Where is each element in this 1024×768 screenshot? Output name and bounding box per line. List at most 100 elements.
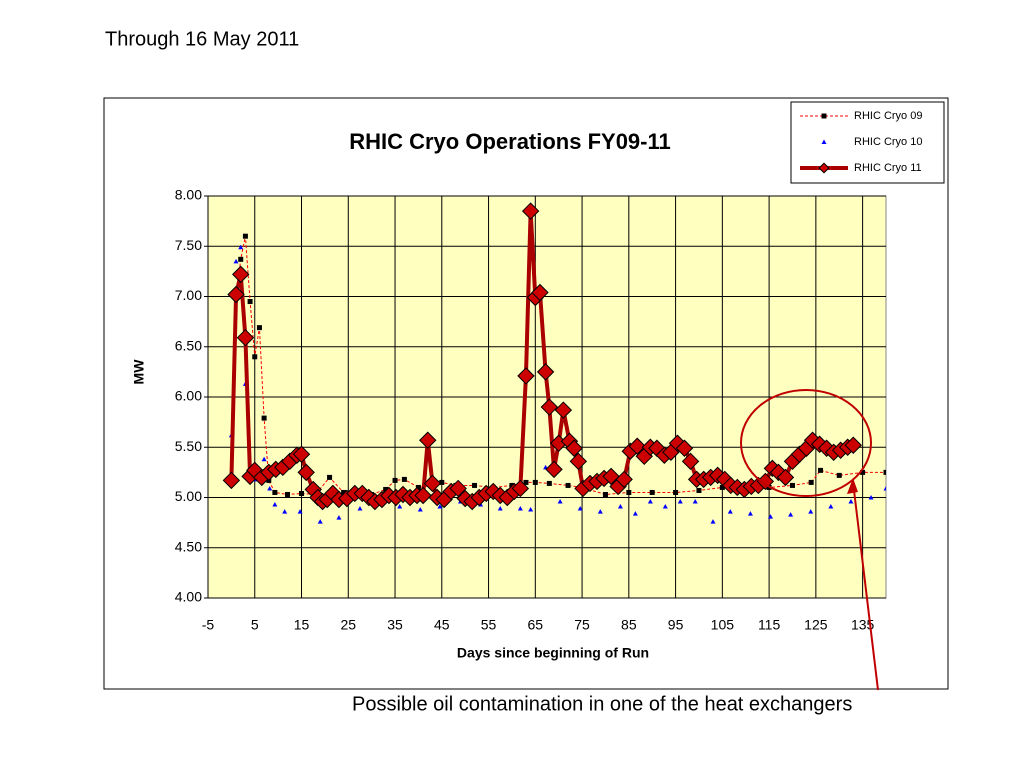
marker [848,499,854,504]
x-tick-label: 35 [387,617,403,633]
y-tick-label: 4.00 [175,589,202,605]
marker [565,439,583,457]
x-tick-label: 75 [574,617,590,633]
series [228,244,886,524]
marker [602,467,620,486]
marker [883,469,886,475]
marker [511,479,530,498]
marker [267,485,273,491]
chart-title: RHIC Cryo Operations FY09-11 [349,129,671,154]
y-tick-label: 4.50 [175,538,202,554]
marker [662,504,668,509]
marker [577,506,583,511]
marker [297,509,303,514]
marker [341,489,347,495]
marker [768,514,774,519]
marker [836,472,842,478]
marker [317,519,323,524]
marker [818,162,830,174]
marker [565,482,571,488]
marker [227,285,245,304]
marker [528,507,534,512]
marker [397,504,403,509]
marker [297,463,315,482]
marker [844,436,862,454]
legend-label: RHIC Cryo 10 [854,136,922,148]
marker [727,509,733,514]
x-tick-label: -5 [202,617,215,633]
x-axis-label: Days since beginning of Run [457,645,649,661]
marker [808,479,814,485]
marker [545,460,563,479]
marker [247,299,253,305]
marker [437,504,443,509]
marker [681,452,700,471]
marker [517,367,535,385]
marker [423,474,442,493]
marker [536,363,555,381]
x-tick-label: 5 [251,617,259,633]
marker [233,258,239,264]
marker [776,468,795,487]
x-tick-label: 65 [528,617,544,633]
marker [602,491,608,497]
y-axis-label: MW [131,359,147,385]
x-tick-label: 55 [481,617,497,633]
marker [597,509,603,514]
marker [554,401,573,419]
marker [238,256,244,262]
marker [675,439,694,457]
marker [788,512,794,517]
x-tick-label: 105 [711,617,735,633]
legend-label: RHIC Cryo 09 [854,110,922,122]
marker [521,202,540,220]
marker [818,467,824,473]
marker [649,489,655,495]
y-tick-label: 5.00 [175,488,202,504]
marker [617,504,623,509]
marker [756,472,775,491]
marker [261,415,267,421]
marker [628,437,646,455]
x-tick-label: 85 [621,617,637,633]
marker [417,507,423,512]
marker [710,519,716,524]
x-tick-label: 45 [434,617,450,633]
x-tick-label: 25 [340,617,356,633]
marker [523,479,529,485]
marker [449,479,467,498]
y-tick-label: 5.50 [175,438,202,454]
marker [808,509,814,514]
marker [677,499,683,504]
marker [747,511,753,516]
x-tick-label: 135 [851,617,875,633]
marker [401,476,407,482]
marker [546,480,552,486]
marker [336,515,342,520]
marker [569,452,588,471]
marker [238,244,244,250]
x-tick-label: 125 [804,617,828,633]
marker [299,490,305,496]
annotation: Possible oil contamination in one of the… [352,693,852,715]
marker [719,484,725,490]
marker [532,479,538,485]
marker [439,479,445,485]
y-tick-label: 8.00 [175,187,202,203]
legend-label: RHIC Cryo 11 [854,162,922,174]
marker [383,486,389,492]
marker [419,431,437,449]
marker [615,470,633,489]
marker [821,113,827,119]
arrow-head [847,478,858,494]
marker [647,499,653,504]
marker [414,486,432,505]
highlight-ellipse [740,389,872,497]
marker [472,482,478,488]
marker [327,474,333,480]
marker [626,489,632,495]
marker [292,445,311,463]
marker [531,283,549,302]
marker [696,487,702,493]
